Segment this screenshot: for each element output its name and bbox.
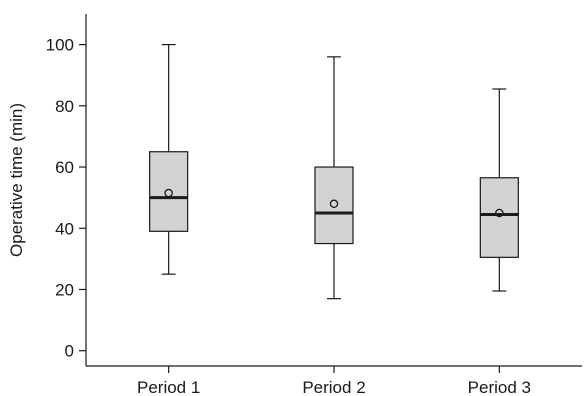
y-tick-label: 100 — [46, 36, 74, 55]
box-1 — [149, 44, 189, 275]
y-tick-label: 80 — [55, 97, 74, 116]
mean-marker — [329, 199, 339, 209]
x-tick-label: Period 3 — [468, 378, 531, 396]
y-tick-label: 60 — [55, 158, 74, 177]
box-3 — [479, 88, 519, 292]
x-tick-label: Period 1 — [137, 378, 200, 396]
mean-marker — [164, 188, 173, 198]
mean-marker — [495, 208, 504, 218]
y-axis-title: Operative time (min) — [7, 103, 26, 257]
box-group — [149, 44, 519, 300]
x-tick-label: Period 2 — [302, 378, 365, 396]
y-tick-label: 0 — [65, 342, 74, 361]
axes: 0 20 40 60 80 100 Period 1 Period 2 Period 3 — [46, 14, 582, 396]
iqr-box — [149, 151, 189, 232]
iqr-box — [314, 166, 354, 245]
iqr-box — [479, 177, 519, 258]
y-tick-label: 40 — [55, 219, 74, 238]
y-tick-label: 20 — [55, 280, 74, 299]
box-2 — [314, 56, 354, 300]
